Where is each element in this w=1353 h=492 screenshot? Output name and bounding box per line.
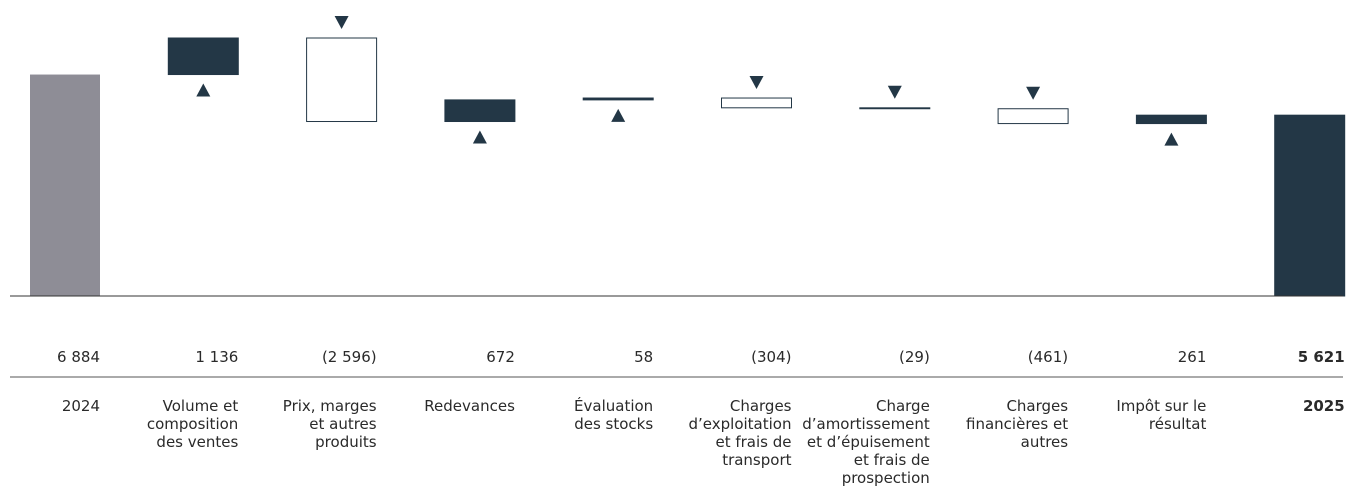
up-arrow bbox=[196, 83, 211, 97]
down-arrow bbox=[749, 76, 764, 90]
category-line: 2025 bbox=[1303, 397, 1345, 415]
value-label: 58 bbox=[634, 348, 653, 366]
category-label: Charges d’exploitation et frais de transpor… bbox=[689, 397, 792, 469]
category-label: Charge d’amortissement et d’épuisement et f… bbox=[802, 397, 930, 487]
category-line: composition bbox=[147, 415, 238, 433]
value-label: 672 bbox=[486, 348, 515, 366]
bar bbox=[306, 37, 378, 123]
category-label: Redevances bbox=[424, 397, 515, 415]
category-line: transport bbox=[722, 451, 791, 469]
value-label: 1 136 bbox=[195, 348, 238, 366]
value-label: (2 596) bbox=[322, 348, 377, 366]
down-arrow bbox=[1026, 86, 1041, 100]
category-line: et frais de bbox=[854, 451, 930, 469]
bar bbox=[167, 37, 239, 76]
category-line: Impôt sur le bbox=[1116, 397, 1206, 415]
category-line: d’exploitation bbox=[689, 415, 792, 433]
down-arrow bbox=[887, 85, 902, 99]
up-arrow bbox=[472, 130, 487, 144]
category-line: Charges bbox=[1006, 397, 1068, 415]
category-line: résultat bbox=[1149, 415, 1207, 433]
category-line: Évaluation bbox=[574, 396, 653, 415]
up-arrow bbox=[1164, 132, 1179, 146]
category-label: Volume et composition des ventes bbox=[147, 397, 239, 451]
value-label: 6 884 bbox=[57, 348, 100, 366]
category-line: Prix, marges bbox=[283, 397, 377, 415]
bar bbox=[721, 97, 792, 109]
bar bbox=[1274, 114, 1346, 297]
category-line: Charge bbox=[876, 397, 930, 415]
category-line: des ventes bbox=[156, 433, 238, 451]
category-line: des stocks bbox=[574, 415, 653, 433]
category-label: 2025 bbox=[1303, 397, 1345, 415]
category-line: et d’épuisement bbox=[807, 433, 930, 451]
down-arrow bbox=[334, 16, 349, 29]
category-label: Charges financières et autres bbox=[966, 397, 1068, 451]
bar bbox=[997, 108, 1069, 125]
category-line: Charges bbox=[730, 397, 792, 415]
category-line: Volume et bbox=[163, 397, 239, 415]
category-label: 2024 bbox=[62, 397, 100, 415]
category-line: et frais de bbox=[715, 433, 791, 451]
category-line: d’amortissement bbox=[802, 415, 930, 433]
value-label: 5 621 bbox=[1298, 348, 1345, 366]
category-line: autres bbox=[1021, 433, 1069, 451]
category-label: Évaluation des stocks bbox=[574, 396, 653, 433]
bar bbox=[30, 74, 100, 296]
value-label: (461) bbox=[1028, 348, 1068, 366]
bar bbox=[444, 99, 516, 123]
category-line: financières et bbox=[966, 415, 1068, 433]
category-label: Prix, marges et autres produits bbox=[283, 397, 377, 451]
value-label: (304) bbox=[751, 348, 791, 366]
bar bbox=[1135, 114, 1207, 125]
category-line: 2024 bbox=[62, 397, 100, 415]
value-label: (29) bbox=[899, 348, 930, 366]
up-arrow bbox=[611, 108, 626, 122]
category-line: prospection bbox=[842, 469, 930, 487]
bar bbox=[582, 97, 654, 101]
category-line: Redevances bbox=[424, 397, 515, 415]
category-line: produits bbox=[315, 433, 377, 451]
category-label: Impôt sur le résultat bbox=[1116, 397, 1206, 433]
bar bbox=[859, 107, 931, 110]
value-label: 261 bbox=[1178, 348, 1207, 366]
category-line: et autres bbox=[309, 415, 377, 433]
